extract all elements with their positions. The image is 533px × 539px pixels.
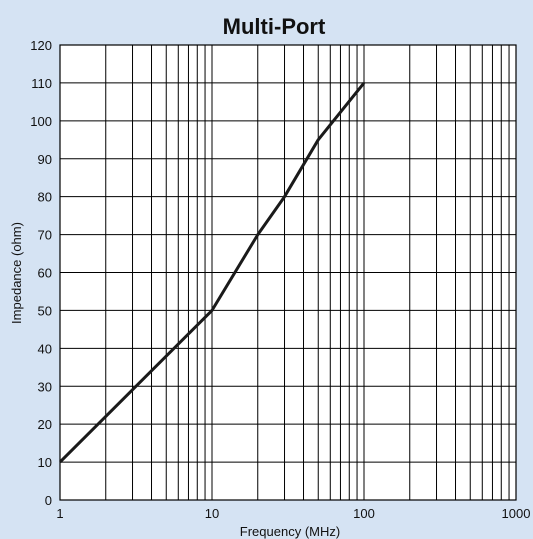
y-tick-label: 80 (38, 190, 52, 205)
x-tick-label: 1 (56, 506, 63, 521)
grid (59, 44, 517, 501)
chart-title: Multi-Port (223, 14, 326, 39)
y-tick-label: 120 (30, 38, 52, 53)
y-tick-label: 90 (38, 152, 52, 167)
y-tick-label: 10 (38, 455, 52, 470)
y-tick-label: 50 (38, 303, 52, 318)
y-tick-label: 0 (45, 493, 52, 508)
series-layer (58, 81, 366, 464)
y-tick-label: 110 (31, 76, 52, 91)
x-tick-label: 100 (353, 506, 375, 521)
x-tick-label: 1000 (502, 506, 531, 521)
y-tick-label: 60 (38, 266, 52, 281)
y-tick-label: 20 (38, 417, 52, 432)
x-tick-label: 10 (205, 506, 219, 521)
plot-frame (59, 44, 517, 501)
y-tick-label: 100 (30, 114, 52, 129)
y-axis-label: Impedance (ohm) (9, 222, 24, 324)
series-line-1 (58, 81, 366, 464)
x-axis-label: Frequency (MHz) (240, 524, 340, 539)
y-tick-label: 40 (38, 341, 52, 356)
y-tick-label: 70 (38, 228, 52, 243)
y-tick-label: 30 (38, 379, 52, 394)
